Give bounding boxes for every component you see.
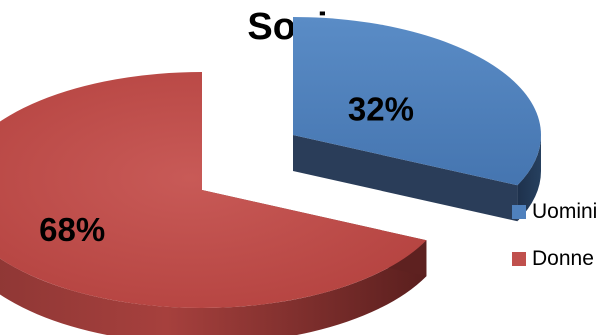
- legend-item-uomini: Uomini: [512, 199, 597, 224]
- slice-donne-side: [0, 240, 427, 335]
- legend-item-donne: Donne: [512, 246, 597, 271]
- data-label-uomini: 32%: [348, 90, 414, 127]
- legend-label-donne: Donne: [532, 246, 594, 270]
- slice-uomini: [293, 17, 541, 186]
- slice-uomini-cut-1: [293, 135, 518, 222]
- slice-donne: [0, 72, 427, 308]
- legend-swatch-uomini: [512, 204, 526, 219]
- slice-uomini-side: [517, 135, 541, 222]
- legend-label-uomini: Uomini: [532, 199, 598, 223]
- legend: Uomini Donne: [512, 199, 597, 293]
- data-label-donne: 68%: [39, 211, 105, 248]
- legend-swatch-donne: [512, 251, 526, 266]
